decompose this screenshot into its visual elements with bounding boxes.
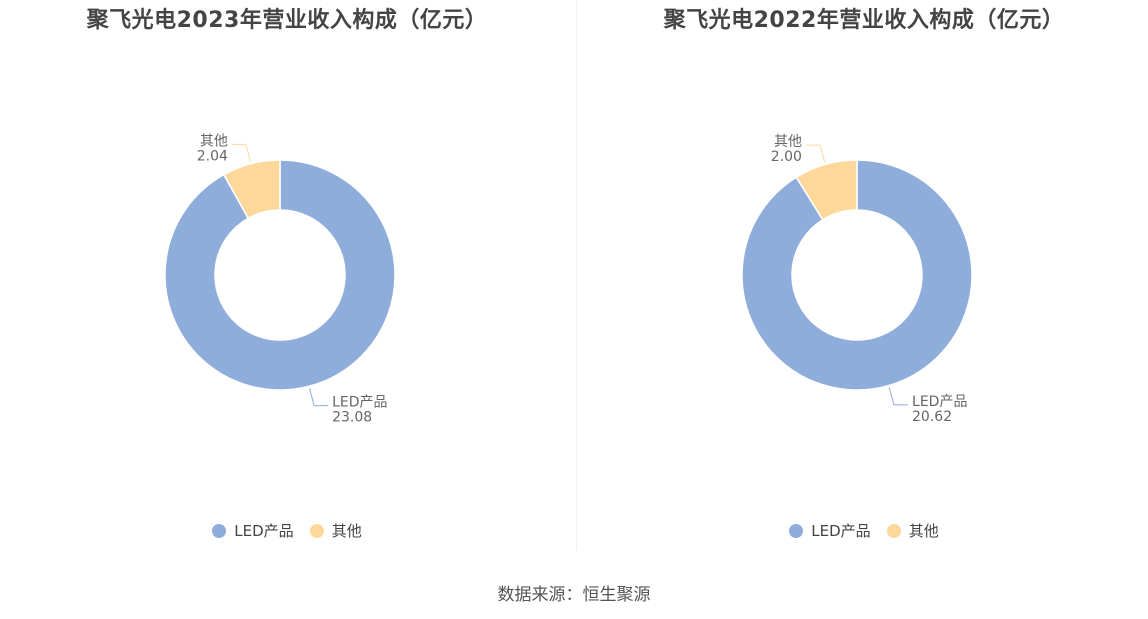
slice-label-name: 其他 [200,133,228,149]
chart-panel-2023: 聚飞光电2023年营业收入构成（亿元） LED产品 23.08 其他 2.04 LED… [0,0,574,560]
data-source-note: 数据来源：恒生聚源 [497,585,651,605]
leader-line [231,143,251,162]
slice-other[interactable] [222,159,281,220]
slice-label-value: 23.08 [332,410,372,426]
legend-item-led[interactable]: LED产品 [212,520,294,541]
legend-item-other[interactable]: 其他 [886,520,939,541]
slice-label-value: 20.62 [912,409,952,425]
leader-line [805,144,826,163]
panel-divider [576,0,577,550]
legend-item-led[interactable]: LED产品 [789,520,871,541]
chart-panel-2022: 聚飞光电2022年营业收入构成（亿元） LED产品 20.62 其他 2.00 LED… [577,0,1148,560]
legend-marker-led [789,523,804,538]
legend: LED产品 其他 [577,520,1148,541]
leader-line [888,387,909,406]
legend-marker-other [309,523,324,538]
slice-led[interactable] [741,159,973,391]
legend-label-other: 其他 [331,522,362,540]
slice-other[interactable] [795,159,858,221]
slice-label-value: 2.04 [197,148,228,164]
legend-item-other[interactable]: 其他 [309,520,362,541]
legend-label-led: LED产品 [234,522,294,540]
chart-title: 聚飞光电2023年营业收入构成（亿元） [86,8,488,33]
slice-label-name: LED产品 [332,395,387,411]
legend: LED产品 其他 [0,520,574,541]
chart-title: 聚飞光电2022年营业收入构成（亿元） [663,8,1065,33]
legend-label-led: LED产品 [811,522,871,540]
slice-led[interactable] [164,159,396,391]
slice-label-value: 2.00 [771,149,802,165]
leader-line [309,388,329,407]
legend-marker-other [886,523,901,538]
slice-label-name: 其他 [774,134,802,150]
legend-label-other: 其他 [908,522,939,540]
legend-marker-led [212,523,227,538]
slice-label-name: LED产品 [912,394,967,410]
